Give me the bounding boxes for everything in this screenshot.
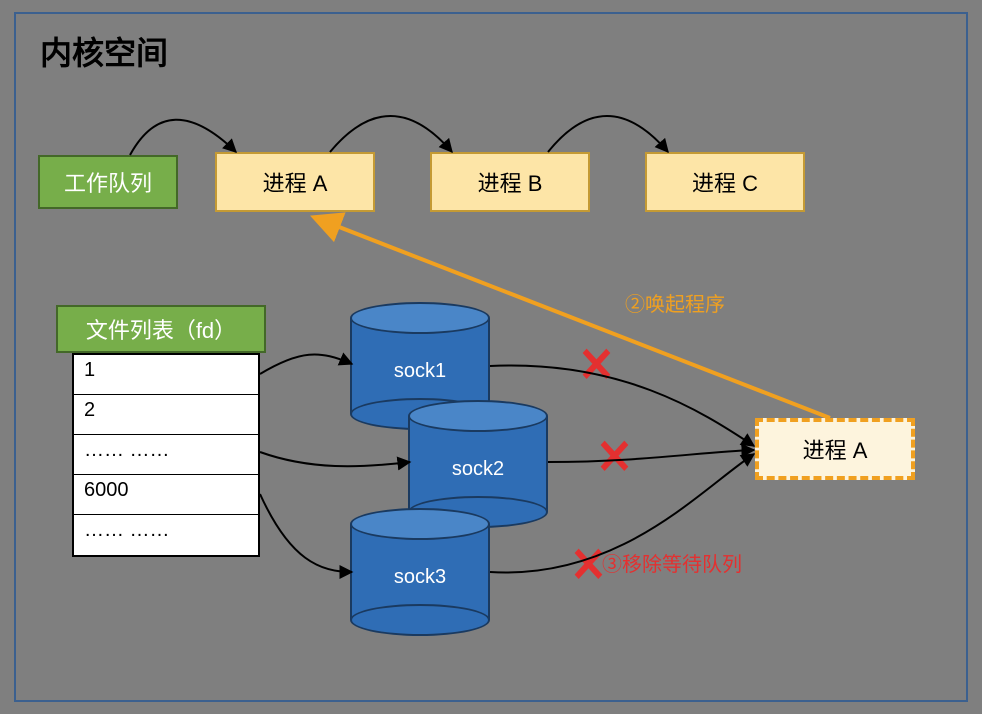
cylinder-label: sock3	[350, 566, 490, 589]
red-x-icon: ✕	[596, 429, 633, 485]
work-queue-label: 工作队列	[64, 166, 152, 198]
red-x-icon: ✕	[578, 337, 615, 393]
cylinder-label: sock2	[408, 458, 548, 481]
cylinder-label: sock1	[350, 360, 490, 383]
fd-row: …… ……	[74, 515, 258, 555]
fd-table-body: 1 2 …… …… 6000 …… ……	[72, 353, 260, 557]
process-box-a: 进程 A	[215, 152, 375, 212]
fd-row: …… ……	[74, 435, 258, 475]
fd-table-header: 文件列表（fd）	[56, 305, 266, 353]
wake-annotation: ②唤起程序	[625, 288, 725, 317]
fd-row: 2	[74, 395, 258, 435]
cylinder-sock3: sock3	[350, 508, 490, 636]
work-queue-box: 工作队列	[38, 155, 178, 209]
process-box-c: 进程 C	[645, 152, 805, 212]
fd-row: 1	[74, 355, 258, 395]
process-label: 进程 C	[692, 166, 758, 198]
process-label: 进程 B	[478, 166, 543, 198]
fd-row: 6000	[74, 475, 258, 515]
process-label: 进程 A	[263, 166, 328, 198]
fd-table-header-label: 文件列表（fd）	[86, 313, 236, 345]
process-box-b: 进程 B	[430, 152, 590, 212]
target-process-a: 进程 A	[755, 418, 915, 480]
remove-annotation: ③移除等待队列	[602, 548, 742, 577]
kernel-space-title: 内核空间	[40, 28, 168, 74]
target-process-label: 进程 A	[803, 433, 868, 465]
